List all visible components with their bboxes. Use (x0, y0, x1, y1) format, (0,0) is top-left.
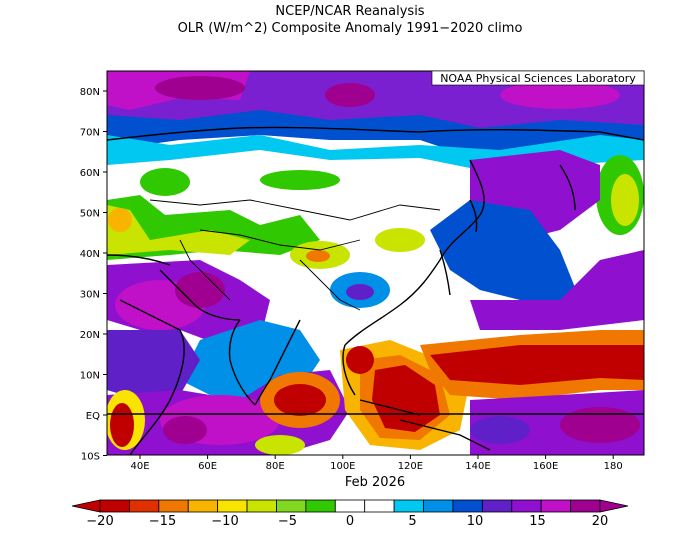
coastlines (107, 126, 644, 455)
latitude-tick-label: 10S (81, 452, 100, 463)
latitude-tick-label: 80N (80, 87, 100, 98)
longitude-tick-label: 100E (330, 461, 355, 472)
colorbar-low-extend (71, 499, 101, 513)
credit-label: NOAA Physical Sciences Laboratory (440, 72, 636, 85)
credit-box (431, 70, 645, 86)
colorbar-tick-label: −15 (149, 514, 176, 529)
time-label: Feb 2026 (345, 475, 405, 490)
colorbar-tick-label: −20 (86, 514, 113, 529)
longitude-tick-label: 60E (198, 461, 217, 472)
colorbar-tick-label: −5 (278, 514, 297, 529)
latitude-ticks: 80N 70N 60N 50N 40N 30N 20N 10N EQ 10S (80, 87, 107, 463)
colorbar-swatch (187, 499, 219, 513)
colorbar-high-extend (599, 499, 629, 513)
chart-subtitle: OLR (W/m^2) Composite Anomaly 1991−2020 … (177, 21, 523, 36)
latitude-tick-label: 50N (80, 209, 100, 220)
colorbar-swatch (452, 499, 483, 513)
longitude-tick-label: 80E (266, 461, 285, 472)
longitude-tick-label: 40E (130, 461, 149, 472)
colorbar-tick-label: 20 (592, 514, 609, 529)
latitude-tick-label: 40N (80, 249, 100, 260)
chart-title: NCEP/NCAR Reanalysis (275, 4, 425, 19)
colorbar-tick-label: 10 (467, 514, 484, 529)
colorbar-swatch (129, 499, 160, 513)
colorbar-swatch (481, 499, 513, 513)
longitude-tick-label: 160E (533, 461, 558, 472)
latitude-tick-label: 10N (80, 371, 100, 382)
colorbar-tick-label: 15 (529, 514, 546, 529)
latitude-tick-label: 30N (80, 290, 100, 301)
colorbar: −20 −15 −10 −5 0 5 10 15 20 (71, 499, 629, 529)
colorbar-swatch (334, 499, 366, 513)
longitude-tick-label: 120E (398, 461, 423, 472)
colorbar-swatch (364, 499, 395, 513)
colorbar-swatch (217, 499, 248, 513)
anomaly-field (107, 71, 644, 455)
longitude-ticks: 40E 60E 80E 100E 120E 140E 160E 180 (130, 455, 623, 472)
colorbar-swatch (423, 499, 454, 513)
colorbar-swatch (540, 499, 571, 513)
colorbar-swatch (393, 499, 424, 513)
colorbar-swatch (99, 499, 130, 513)
borders (149, 199, 441, 311)
colorbar-tick-label: −10 (211, 514, 238, 529)
colorbar-tick-label: 0 (346, 514, 354, 529)
colorbar-swatch (570, 499, 601, 513)
latitude-tick-label: 70N (80, 128, 100, 139)
colorbar-swatch (305, 499, 336, 513)
latitude-tick-label: 60N (80, 168, 100, 179)
plot-frame (106, 70, 645, 456)
colorbar-swatch (511, 499, 542, 513)
latitude-tick-label: 20N (80, 330, 100, 341)
colorbar-swatch (246, 499, 277, 513)
colorbar-swatch (158, 499, 189, 513)
longitude-tick-label: 180 (604, 461, 623, 472)
colorbar-swatch (276, 499, 307, 513)
longitude-tick-label: 140E (465, 461, 490, 472)
colorbar-tick-label: 5 (408, 514, 416, 529)
latitude-tick-label: EQ (86, 411, 100, 422)
